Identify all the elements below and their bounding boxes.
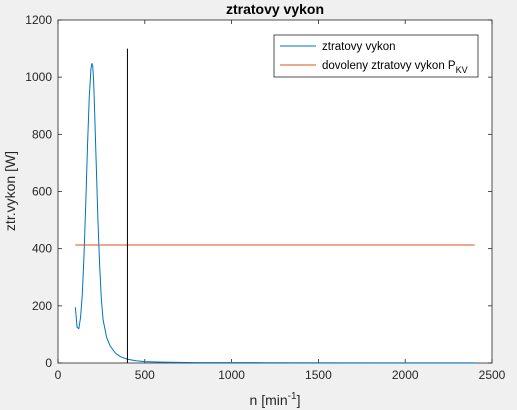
legend-entry-series-2: dovoleny ztratovy vykon PKV — [322, 60, 468, 75]
x-tick-label: 0 — [55, 368, 62, 382]
x-axis-ticks: 0 500 1000 1500 2000 2500 — [55, 20, 506, 382]
x-tick-label: 2000 — [392, 368, 419, 382]
y-tick-label: 0 — [45, 356, 52, 370]
y-tick-label: 200 — [32, 299, 52, 313]
y-tick-label: 1000 — [25, 70, 52, 84]
legend-box — [273, 34, 479, 78]
series-layer — [74, 48, 475, 364]
x-tick-label: 2500 — [479, 368, 506, 382]
series-line-1 — [74, 62, 475, 364]
y-axis-label: ztr.vykon [W] — [2, 151, 18, 231]
x-axis-label: n [min-1] — [250, 391, 301, 408]
y-axis-ticks: 0 200 400 600 800 1000 1200 — [25, 13, 492, 370]
x-tick-label: 1500 — [305, 368, 332, 382]
x-tick-label: 1000 — [218, 368, 245, 382]
legend: ztratovy vykon dovoleny ztratovy vykon P… — [273, 34, 479, 78]
y-tick-label: 800 — [32, 127, 52, 141]
legend-entry-series-1: ztratovy vykon — [322, 41, 396, 53]
x-tick-label: 500 — [135, 368, 155, 382]
y-tick-label: 400 — [32, 242, 52, 256]
y-tick-label: 1200 — [25, 13, 52, 27]
chart-title: ztratovy vykon — [226, 1, 324, 17]
y-tick-label: 600 — [32, 185, 52, 199]
